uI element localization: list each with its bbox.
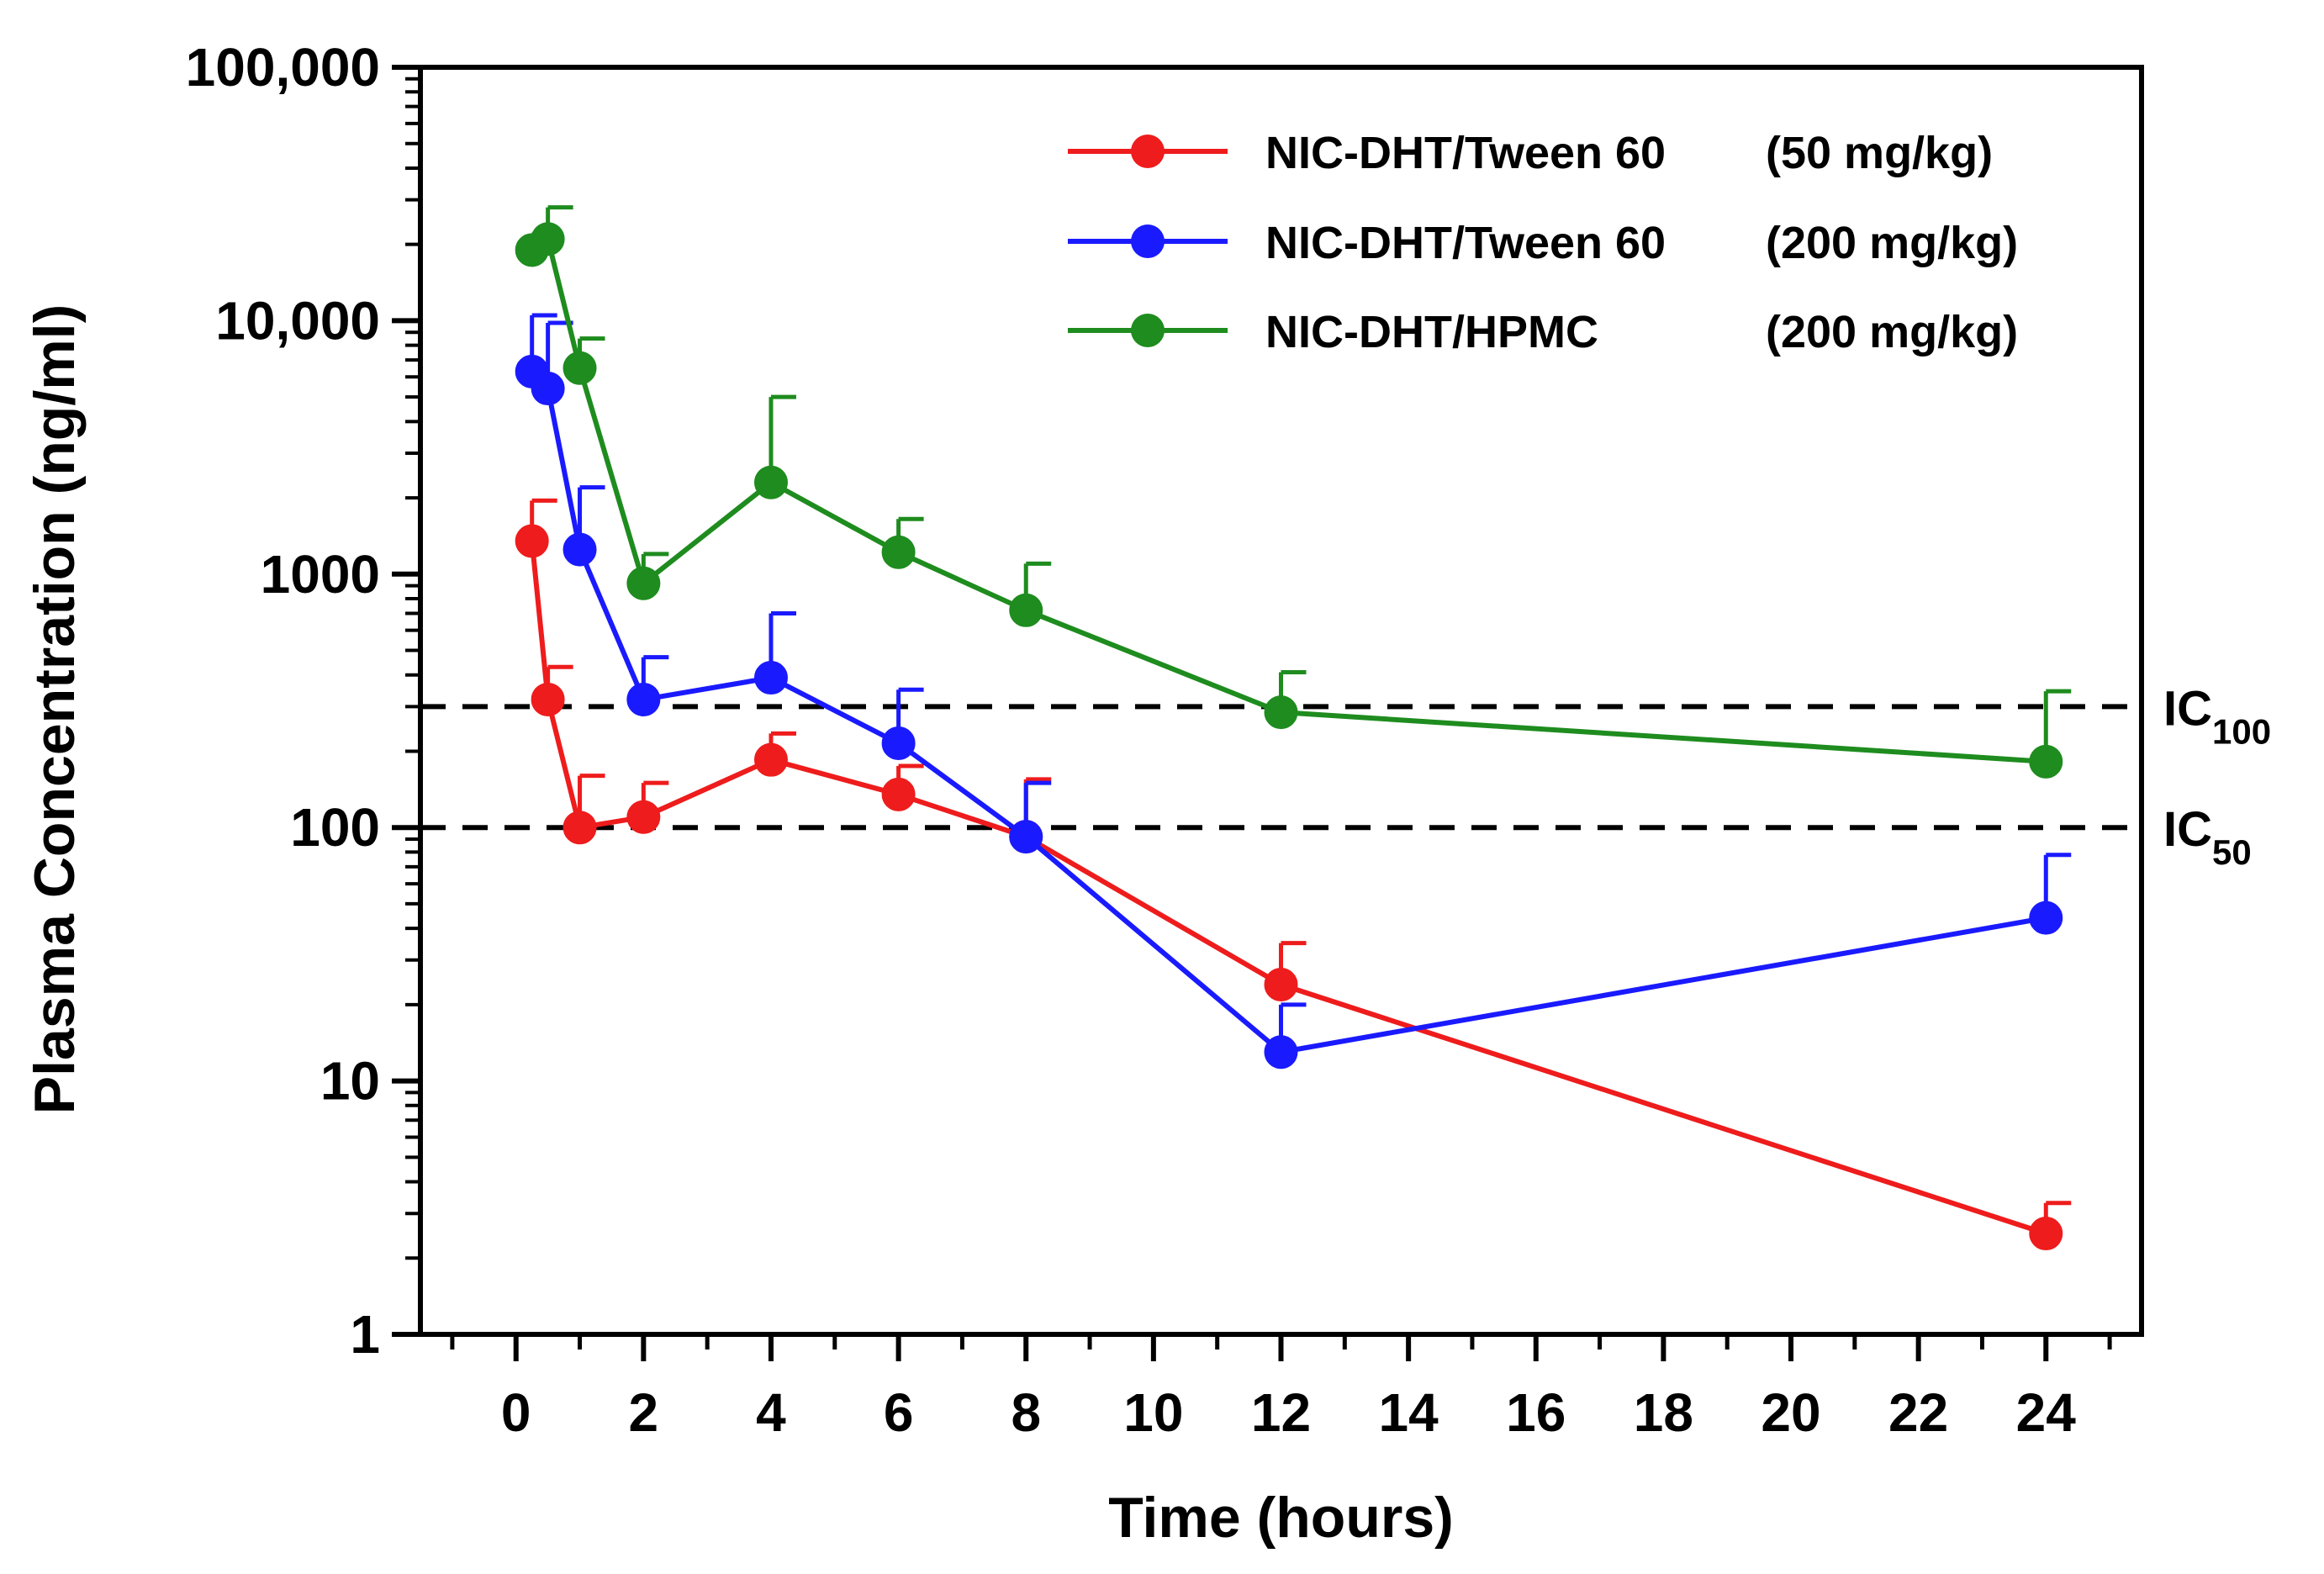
data-point <box>1009 820 1043 854</box>
data-point <box>753 742 788 777</box>
legend-marker <box>1131 135 1165 168</box>
legend-marker <box>1131 224 1165 258</box>
series-layer <box>515 205 2072 1251</box>
legend-label: NIC-DHT/Tween 60 <box>1265 128 1666 178</box>
reference-line-label: IC50 <box>2163 802 2252 872</box>
x-tick-label: 8 <box>1011 1382 1041 1443</box>
data-point <box>753 661 788 695</box>
data-point <box>2029 744 2063 779</box>
data-point <box>753 465 788 499</box>
x-tick-label: 18 <box>1634 1382 1693 1443</box>
x-axis-title: Time (hours) <box>1108 1486 1454 1550</box>
y-tick-label: 1 <box>350 1304 380 1365</box>
data-point <box>1009 593 1043 627</box>
series <box>515 313 2072 1070</box>
y-axis-title: Plasma Concentration (ng/ml) <box>23 304 87 1114</box>
legend-dose: (50 mg/kg) <box>1766 128 1993 178</box>
legend: NIC-DHT/Tween 60 (50 mg/kg) NIC-DHT/Tween … <box>1068 128 2018 357</box>
data-point <box>531 372 565 406</box>
data-point <box>626 800 661 834</box>
data-point <box>626 566 661 600</box>
data-point <box>1264 968 1298 1002</box>
data-point <box>1264 1035 1298 1070</box>
legend-label: NIC-DHT/HPMC <box>1265 307 1598 357</box>
data-point <box>626 682 661 716</box>
legend-marker <box>1131 314 1165 347</box>
data-point <box>881 535 916 569</box>
data-point <box>531 682 565 716</box>
x-tick-label: 4 <box>756 1382 786 1443</box>
x-tick-label: 16 <box>1506 1382 1566 1443</box>
data-point <box>531 222 565 256</box>
y-tick-label: 100 <box>290 797 380 858</box>
legend-label: NIC-DHT/Tween 60 <box>1265 218 1666 268</box>
data-point <box>1264 695 1298 730</box>
x-tick-label: 10 <box>1123 1382 1183 1443</box>
data-point <box>563 811 597 845</box>
y-tick-label: 10,000 <box>215 290 380 351</box>
legend-dose: (200 mg/kg) <box>1766 218 2018 268</box>
data-point <box>563 532 597 567</box>
data-point <box>881 777 916 811</box>
data-point <box>2029 901 2063 935</box>
x-tick-label: 2 <box>629 1382 659 1443</box>
x-tick-label: 22 <box>1888 1382 1948 1443</box>
x-tick-label: 20 <box>1761 1382 1820 1443</box>
data-point <box>563 351 597 385</box>
data-point <box>515 524 549 558</box>
data-point <box>2029 1217 2063 1251</box>
x-tick-label: 12 <box>1251 1382 1311 1443</box>
x-tick-label: 24 <box>2016 1382 2077 1443</box>
series <box>515 205 2072 779</box>
x-tick-label: 14 <box>1379 1382 1439 1443</box>
y-tick-label: 10 <box>320 1051 380 1112</box>
y-tick-label: 100,000 <box>186 37 380 98</box>
x-tick-label: 6 <box>884 1382 914 1443</box>
y-tick-label: 1000 <box>261 544 380 605</box>
reference-line-label: IC100 <box>2163 681 2271 751</box>
legend-dose: (200 mg/kg) <box>1766 307 2018 357</box>
data-point <box>881 726 916 761</box>
x-tick-label: 0 <box>501 1382 531 1443</box>
axis-ticks: 0 2 4 6 8 10 12 14 16 18 20 22 24110100100010,000100… <box>186 37 2112 1443</box>
